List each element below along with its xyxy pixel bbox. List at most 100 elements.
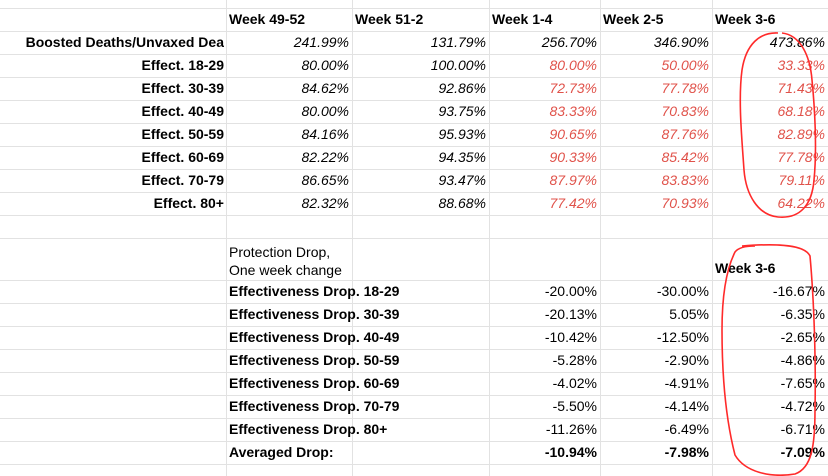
value-cell[interactable]: 82.22% <box>301 149 349 165</box>
protection-drop-note[interactable]: Protection Drop, One week change <box>229 243 342 279</box>
value-cell[interactable]: 83.83% <box>661 172 709 188</box>
value-cell[interactable]: -5.50% <box>552 398 597 414</box>
value-cell[interactable]: -7.65% <box>780 375 825 391</box>
value-cell[interactable]: -5.28% <box>552 352 597 368</box>
value-cell[interactable]: 86.65% <box>301 172 349 188</box>
value-cell[interactable]: 82.89% <box>777 126 825 142</box>
row-label[interactable]: Effectiveness Drop. 80+ <box>229 421 388 437</box>
row-label[interactable]: Boosted Deaths/Unvaxed Dea <box>25 34 224 50</box>
value-cell[interactable]: 79.11% <box>778 172 825 188</box>
value-cell[interactable]: 80.00% <box>301 57 349 73</box>
value-cell[interactable]: -10.94% <box>544 444 597 460</box>
value-cell[interactable]: 346.90% <box>653 34 709 50</box>
value-cell[interactable]: -11.26% <box>545 421 597 437</box>
value-cell[interactable]: -20.00% <box>544 283 597 299</box>
row-label[interactable]: Effect. 40-49 <box>141 103 224 119</box>
column-header[interactable]: Week 51-2 <box>355 11 424 27</box>
grid-line-horizontal <box>0 8 828 9</box>
value-cell[interactable]: 33.33% <box>777 57 825 73</box>
value-cell[interactable]: 87.76% <box>661 126 709 142</box>
grid-line-horizontal <box>0 54 828 55</box>
row-label[interactable]: Effectiveness Drop. 40-49 <box>229 329 400 345</box>
row-label[interactable]: Effect. 50-59 <box>141 126 224 142</box>
value-cell[interactable]: -4.72% <box>780 398 825 414</box>
grid-line-horizontal <box>0 395 828 396</box>
grid-line-horizontal <box>0 441 828 442</box>
column-header[interactable]: Week 3-6 <box>715 11 776 27</box>
grid-line-vertical <box>226 0 227 476</box>
value-cell[interactable]: -4.14% <box>664 398 709 414</box>
value-cell[interactable]: 95.93% <box>438 126 486 142</box>
value-cell[interactable]: -2.65% <box>780 329 825 345</box>
column-header[interactable]: Week 1-4 <box>492 11 553 27</box>
value-cell[interactable]: 50.00% <box>661 57 709 73</box>
row-label[interactable]: Effectiveness Drop. 18-29 <box>229 283 400 299</box>
value-cell[interactable]: 70.83% <box>661 103 709 119</box>
row-label[interactable]: Effectiveness Drop. 70-79 <box>229 398 400 414</box>
value-cell[interactable]: 473.86% <box>769 34 825 50</box>
value-cell[interactable]: 93.75% <box>438 103 486 119</box>
value-cell[interactable]: 92.86% <box>438 80 486 96</box>
value-cell[interactable]: -6.71% <box>780 421 825 437</box>
value-cell[interactable]: -20.13% <box>544 306 597 322</box>
value-cell[interactable]: 90.65% <box>549 126 597 142</box>
value-cell[interactable]: 256.70% <box>541 34 597 50</box>
value-cell[interactable]: 100.00% <box>430 57 486 73</box>
grid-line-horizontal <box>0 77 828 78</box>
row-label[interactable]: Effect. 60-69 <box>141 149 224 165</box>
value-cell[interactable]: 85.42% <box>661 149 709 165</box>
value-cell[interactable]: -10.42% <box>544 329 597 345</box>
value-cell[interactable]: 87.97% <box>549 172 597 188</box>
value-cell[interactable]: 64.22% <box>777 195 825 211</box>
grid-line-horizontal <box>0 280 828 281</box>
value-cell[interactable]: 90.33% <box>549 149 597 165</box>
grid-line-horizontal <box>0 123 828 124</box>
note-line-1: Protection Drop, <box>229 244 331 260</box>
value-cell[interactable]: -4.02% <box>552 375 597 391</box>
value-cell[interactable]: 84.16% <box>301 126 349 142</box>
value-cell[interactable]: 72.73% <box>549 80 597 96</box>
value-cell[interactable]: -16.67% <box>772 283 825 299</box>
value-cell[interactable]: 93.47% <box>438 172 486 188</box>
value-cell[interactable]: 77.78% <box>777 149 825 165</box>
value-cell[interactable]: -4.91% <box>664 375 709 391</box>
week-3-6-header[interactable]: Week 3-6 <box>715 260 776 276</box>
value-cell[interactable]: 80.00% <box>301 103 349 119</box>
row-label[interactable]: Effectiveness Drop. 60-69 <box>229 375 400 391</box>
value-cell[interactable]: 88.68% <box>438 195 486 211</box>
row-label[interactable]: Effectiveness Drop. 50-59 <box>229 352 400 368</box>
column-header[interactable]: Week 49-52 <box>229 11 306 27</box>
value-cell[interactable]: -4.86% <box>780 352 825 368</box>
value-cell[interactable]: -12.50% <box>656 329 709 345</box>
value-cell[interactable]: -2.90% <box>664 352 709 368</box>
row-label[interactable]: Effect. 80+ <box>153 195 224 211</box>
value-cell[interactable]: 83.33% <box>549 103 597 119</box>
value-cell[interactable]: 70.93% <box>661 195 709 211</box>
value-cell[interactable]: 77.42% <box>549 195 597 211</box>
note-line-2: One week change <box>229 262 342 278</box>
row-label[interactable]: Effect. 70-79 <box>141 172 224 188</box>
column-header[interactable]: Week 2-5 <box>603 11 664 27</box>
value-cell[interactable]: 68.18% <box>777 103 825 119</box>
row-label[interactable]: Effect. 18-29 <box>141 57 224 73</box>
value-cell[interactable]: -30.00% <box>656 283 709 299</box>
averaged-drop-label[interactable]: Averaged Drop: <box>229 444 334 460</box>
grid-line-horizontal <box>0 349 828 350</box>
value-cell[interactable]: 82.32% <box>301 195 349 211</box>
value-cell[interactable]: -6.35% <box>780 306 825 322</box>
value-cell[interactable]: 77.78% <box>661 80 709 96</box>
value-cell[interactable]: 241.99% <box>293 34 349 50</box>
value-cell[interactable]: 84.62% <box>301 80 349 96</box>
row-label[interactable]: Effect. 30-39 <box>141 80 224 96</box>
value-cell[interactable]: 80.00% <box>549 57 597 73</box>
value-cell[interactable]: -7.09% <box>780 444 825 460</box>
value-cell[interactable]: 5.05% <box>669 306 709 322</box>
value-cell[interactable]: 71.43% <box>777 80 825 96</box>
value-cell[interactable]: 94.35% <box>438 149 486 165</box>
row-label[interactable]: Effectiveness Drop. 30-39 <box>229 306 400 322</box>
value-cell[interactable]: -6.49% <box>664 421 709 437</box>
value-cell[interactable]: 131.79% <box>430 34 486 50</box>
value-cell[interactable]: -7.98% <box>664 444 709 460</box>
grid-line-horizontal <box>0 372 828 373</box>
